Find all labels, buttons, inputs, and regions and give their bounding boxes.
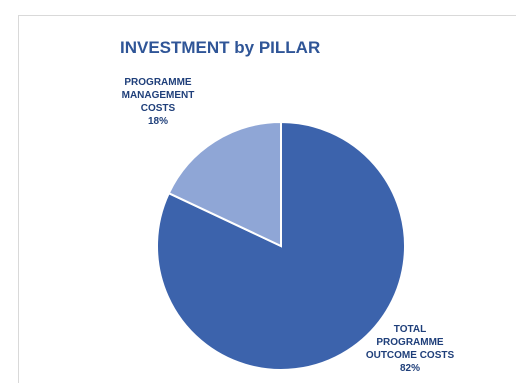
slice-label-line: COSTS (140, 103, 176, 114)
slice-label-management-costs: PROGRAMME MANAGEMENT COSTS 18% (112, 76, 204, 128)
slice-label-line: MANAGEMENT (121, 90, 195, 101)
slice-value-label: 82% (399, 363, 420, 374)
slice-label-line: TOTAL (393, 324, 427, 335)
slice-value-label: 18% (147, 116, 168, 127)
slice-label-line: OUTCOME COSTS (365, 350, 455, 361)
pie-slice-1 (167, 120, 282, 248)
slice-label-outcome-costs: TOTAL PROGRAMME OUTCOME COSTS 82% (354, 323, 466, 375)
slice-label-line: PROGRAMME (124, 77, 192, 88)
slice-label-line: PROGRAMME (376, 337, 444, 348)
chart-title: INVESTMENT by PILLAR (120, 38, 321, 57)
